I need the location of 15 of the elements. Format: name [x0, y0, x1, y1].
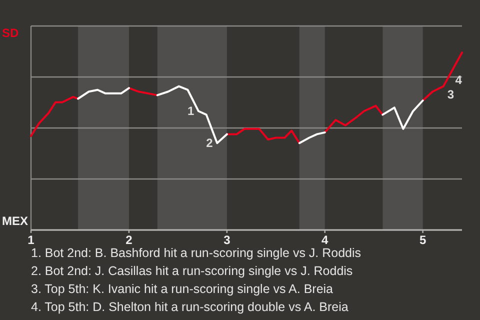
text: 2. Bot 2nd: J. Casillas hit a run-scoring single vs J. Roddis	[31, 264, 353, 278]
text: MEX	[2, 214, 28, 228]
x-tick-label: 3	[224, 233, 231, 247]
text: 1. Bot 2nd: B. Bashford hit a run-scoring single vs J. Roddis	[31, 246, 362, 260]
text: SD	[2, 26, 20, 40]
annotation: 3	[447, 87, 454, 102]
x-tick-label: 1	[28, 233, 35, 247]
text: 3. Top 5th: K. Ivanic hit a run-scoring single vs A. Breia	[31, 282, 334, 296]
annotation: 1	[188, 104, 194, 118]
annotation: 4	[455, 73, 462, 88]
x-tick-label: 5	[419, 233, 426, 247]
x-tick-label: 4	[322, 233, 329, 247]
annotation: 2	[206, 136, 214, 150]
text: 4. Top 5th: D. Shelton hit a run-scoring double vs A. Breia	[31, 300, 348, 314]
x-tick-label: 2	[126, 233, 133, 247]
